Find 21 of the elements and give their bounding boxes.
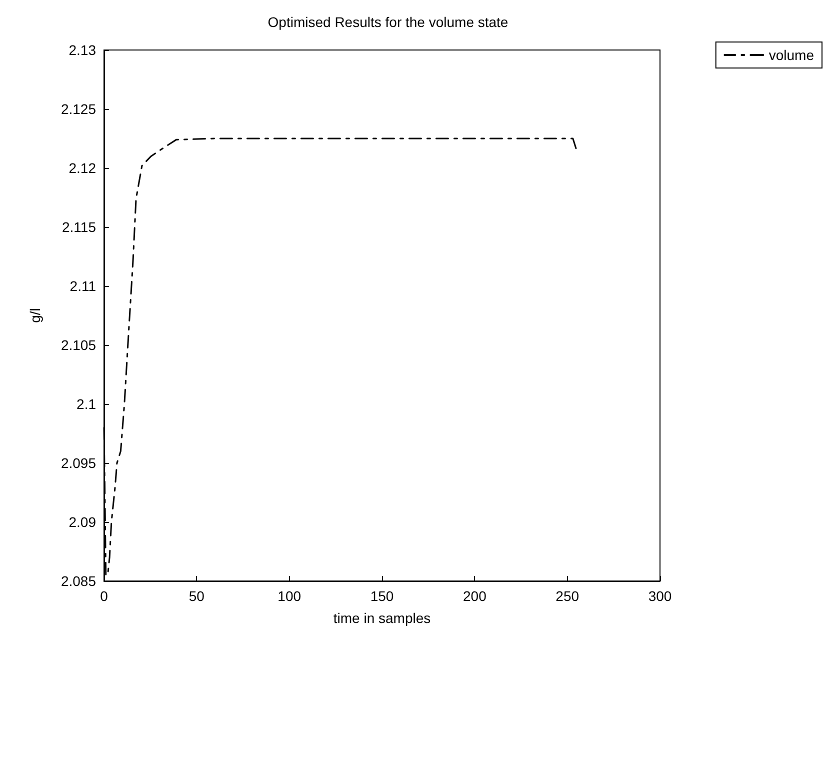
y-tick-label: 2.13 bbox=[68, 42, 96, 58]
x-tick-label: 150 bbox=[370, 588, 394, 604]
y-axis-title: g/l bbox=[27, 308, 43, 323]
x-tick-label: 50 bbox=[188, 588, 205, 604]
y-tick-label: 2.085 bbox=[60, 573, 96, 589]
chart-title: Optimised Results for the volume state bbox=[268, 14, 508, 30]
x-tick-label: 200 bbox=[462, 588, 487, 604]
y-tick-label: 2.1 bbox=[76, 396, 96, 412]
x-tick-label: 100 bbox=[278, 588, 302, 604]
y-tick-label: 2.12 bbox=[68, 160, 96, 176]
x-axis-title: time in samples bbox=[333, 610, 431, 626]
y-tick-label: 2.105 bbox=[60, 337, 96, 353]
y-tick-label: 2.095 bbox=[60, 455, 96, 471]
y-tick-label: 2.09 bbox=[68, 514, 96, 530]
y-tick-label: 2.125 bbox=[60, 101, 96, 117]
y-tick-label: 2.11 bbox=[70, 278, 96, 294]
x-tick-label: 250 bbox=[556, 588, 580, 604]
x-tick-label: 300 bbox=[648, 588, 672, 604]
y-tick-label: 2.115 bbox=[62, 219, 96, 235]
legend-label: volume bbox=[768, 47, 814, 63]
x-tick-label: 0 bbox=[100, 588, 108, 604]
